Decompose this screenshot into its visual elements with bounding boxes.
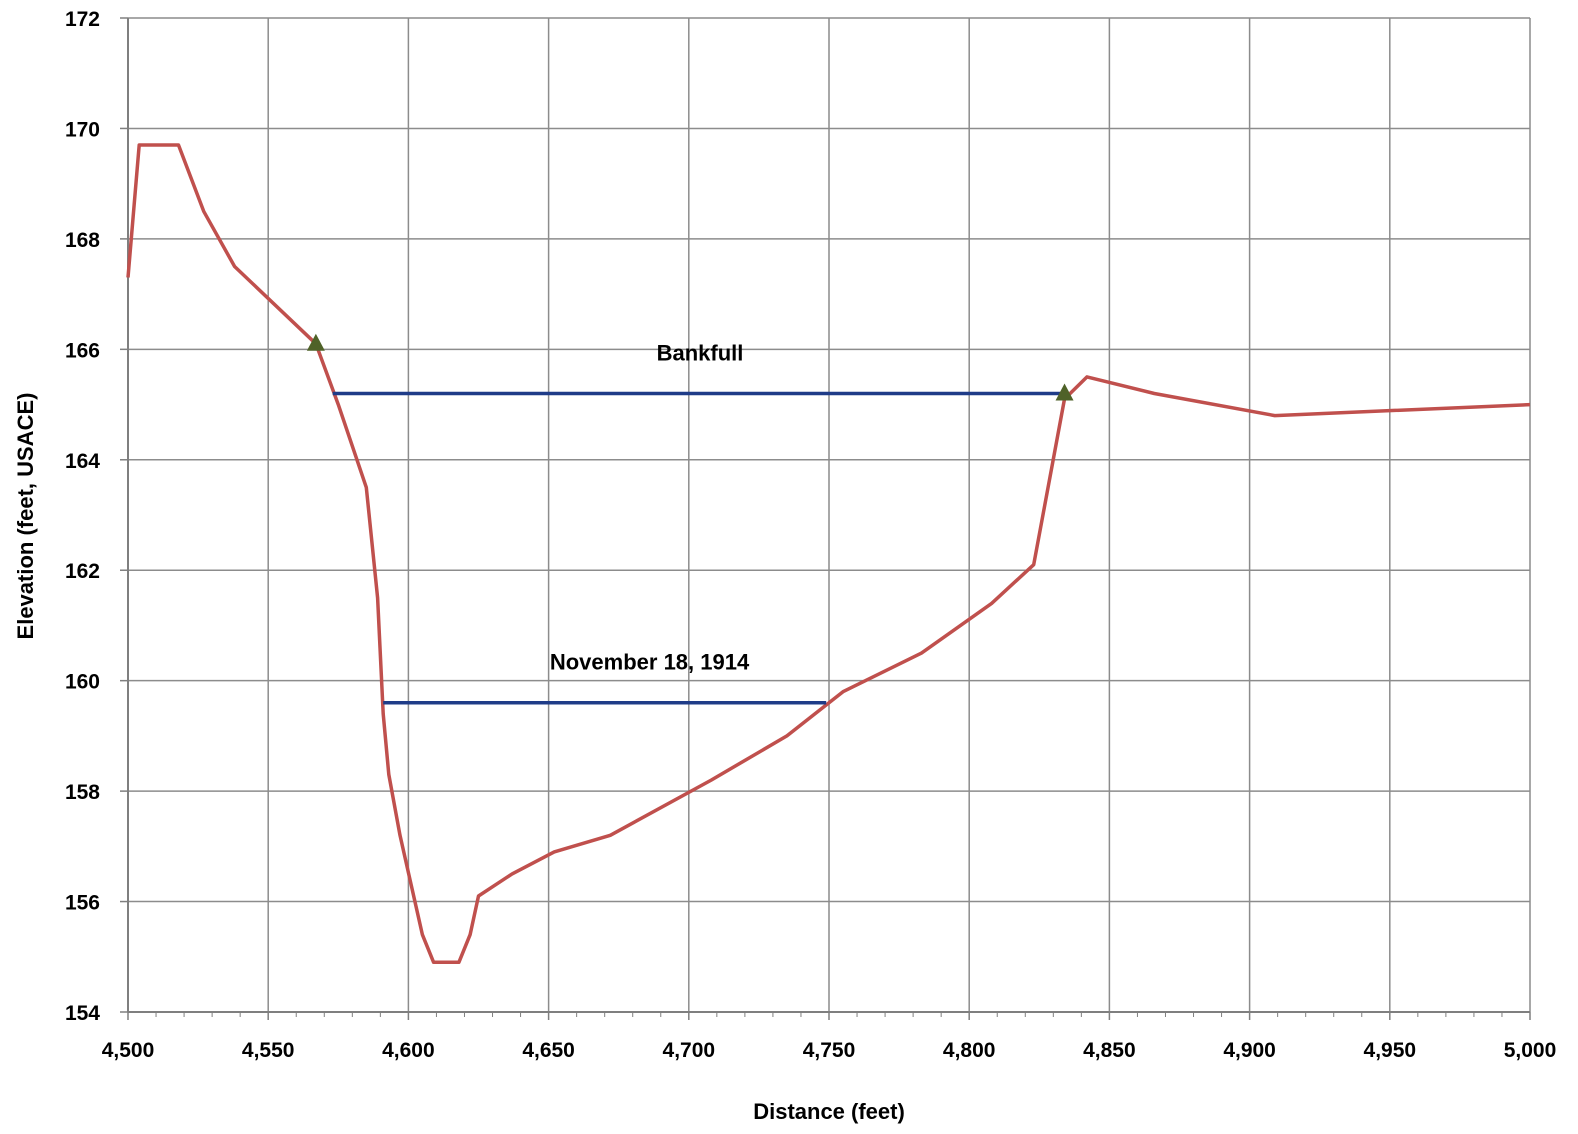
y-tick-label: 158 bbox=[65, 781, 100, 804]
x-tick-label: 4,500 bbox=[102, 1039, 155, 1062]
annotations: Bankfull November 18, 1914 bbox=[550, 340, 750, 674]
y-tick-label: 166 bbox=[65, 339, 100, 362]
x-axis-ticks: 4,500 4,550 4,600 4,650 4,700 4,750 4,800 4,850… bbox=[102, 1012, 1557, 1062]
x-tick-label: 5,000 bbox=[1504, 1039, 1557, 1062]
y-tick-label: 162 bbox=[65, 560, 100, 583]
x-tick-label: 4,950 bbox=[1364, 1039, 1417, 1062]
x-tick-label: 4,600 bbox=[382, 1039, 435, 1062]
annotation-label: November 18, 1914 bbox=[550, 650, 750, 675]
y-tick-label: 172 bbox=[65, 8, 100, 31]
gridlines bbox=[128, 17, 1531, 1012]
bank-marker-triangle bbox=[1055, 383, 1074, 401]
bank-marker-triangle bbox=[306, 333, 325, 351]
x-axis-title: Distance (feet) bbox=[753, 1099, 905, 1124]
x-tick-label: 4,700 bbox=[663, 1039, 716, 1062]
y-tick-label: 160 bbox=[65, 671, 100, 694]
y-axis-ticks: 154 156 158 160 162 164 166 168 170 172 bbox=[65, 8, 128, 1025]
series-lines bbox=[126, 143, 1531, 965]
x-tick-label: 4,650 bbox=[522, 1039, 575, 1062]
x-tick-label: 4,900 bbox=[1223, 1039, 1276, 1062]
y-tick-label: 154 bbox=[65, 1002, 100, 1025]
bank-markers bbox=[306, 333, 1074, 401]
x-tick-label: 4,550 bbox=[242, 1039, 295, 1062]
x-tick-label: 4,800 bbox=[943, 1039, 996, 1062]
x-tick-label: 4,850 bbox=[1083, 1039, 1136, 1062]
annotation-label: Bankfull bbox=[657, 340, 744, 365]
x-tick-label: 4,750 bbox=[803, 1039, 856, 1062]
y-tick-label: 168 bbox=[65, 229, 100, 252]
y-tick-label: 156 bbox=[65, 892, 100, 915]
y-tick-label: 170 bbox=[65, 118, 100, 141]
ground-profile-line bbox=[126, 143, 1531, 965]
y-tick-label: 164 bbox=[65, 450, 100, 473]
y-axis-title: Elevation (feet, USACE) bbox=[13, 393, 38, 640]
